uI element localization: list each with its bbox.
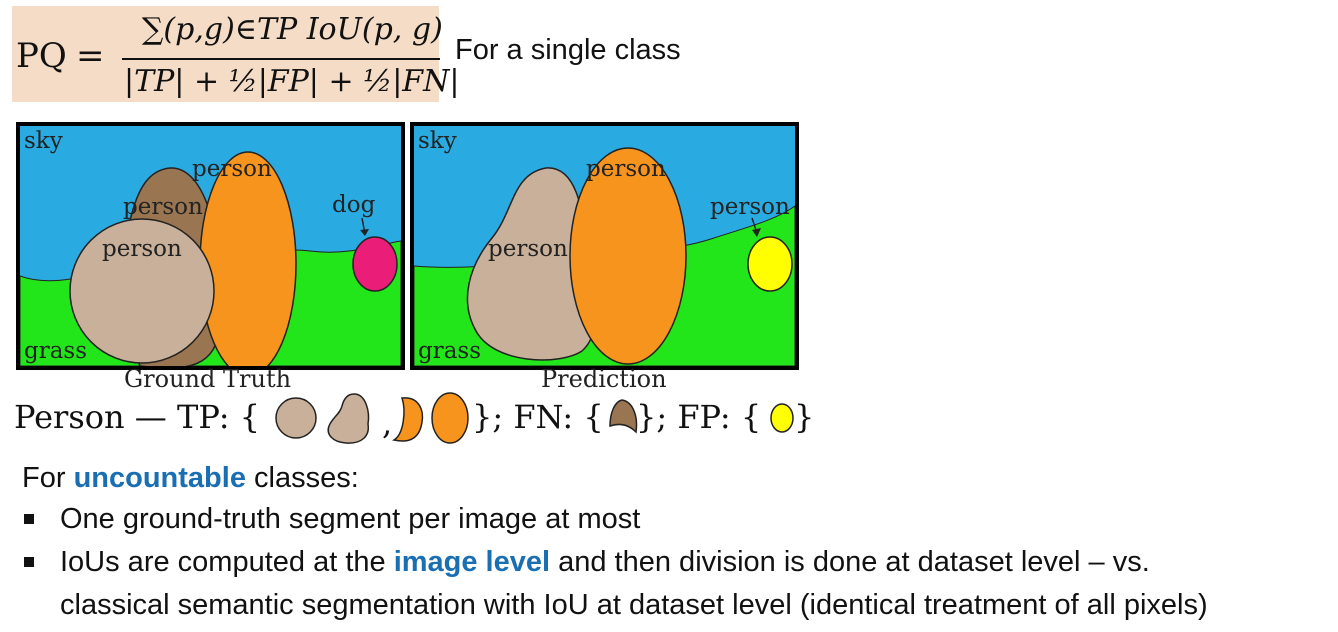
label-grass: grass xyxy=(418,338,482,364)
person-tan-segment xyxy=(69,218,215,364)
ground-truth-scene xyxy=(20,126,401,366)
bullet-1: One ground-truth segment per image at mo… xyxy=(60,503,641,535)
uncountable-heading: For uncountable classes: xyxy=(22,462,359,495)
formula-note: For a single class xyxy=(455,34,681,66)
uncountable-lead: For xyxy=(22,462,74,494)
label-person-orange: person xyxy=(192,156,272,182)
bullet-marker-2 xyxy=(24,557,34,567)
fraction-bar xyxy=(122,58,440,60)
person-orange-segment xyxy=(569,147,687,365)
bullet-2-line-2: classical semantic segmentation with IoU… xyxy=(60,589,1208,621)
person-orange-segment xyxy=(199,151,297,366)
bullet-marker-1 xyxy=(24,514,34,524)
tp-segment-icons xyxy=(275,392,469,444)
bullet-2-text-b: and then division is done at dataset lev… xyxy=(550,546,1150,578)
false-positive-person-segment xyxy=(747,236,793,292)
formula-equals: = xyxy=(76,36,105,76)
uncountable-highlight: uncountable xyxy=(73,462,246,494)
fp-end: } xyxy=(794,398,815,436)
tp-comma: , xyxy=(382,404,393,442)
formula-lhs: PQ xyxy=(16,36,67,76)
tp-gt-tan-icon xyxy=(275,397,317,439)
tp-pred-orange-icon xyxy=(431,392,469,444)
label-person-tan: person xyxy=(488,236,568,262)
label-person-tan: person xyxy=(102,236,182,262)
fn-brown-icon xyxy=(609,399,638,434)
bullet-2: IoUs are computed at the image level and… xyxy=(60,546,1150,579)
label-person-brown: person xyxy=(123,194,203,220)
formula-numerator: ∑(p,g)∈TP IoU(p, g) xyxy=(142,12,443,47)
pq-formula: PQ = ∑(p,g)∈TP IoU(p, g) |TP| + ½|FP| + … xyxy=(12,6,459,102)
prediction-caption: Prediction xyxy=(541,365,667,393)
label-sky: sky xyxy=(418,128,457,154)
label-grass: grass xyxy=(24,338,88,364)
fn-prefix: }; FN: { xyxy=(472,398,604,436)
formula-denominator: |TP| + ½|FP| + ½|FN| xyxy=(124,64,460,99)
person-tp-prefix: Person — TP: { xyxy=(14,398,261,436)
fp-prefix: }; FP: { xyxy=(636,398,762,436)
person-matching-row: Person — TP: { , }; FN: { }; FP: { } xyxy=(14,390,814,445)
label-person-orange: person xyxy=(586,156,666,182)
tp-pred-tan-icon xyxy=(327,393,370,444)
label-sky: sky xyxy=(24,128,63,154)
dog-segment xyxy=(352,236,398,292)
bullet-2-text-a: IoUs are computed at the xyxy=(60,546,394,578)
tp-gt-orange-icon xyxy=(392,397,424,442)
fp-yellow-icon xyxy=(770,403,794,433)
ground-truth-caption: Ground Truth xyxy=(124,365,292,393)
label-dog: dog xyxy=(332,192,376,218)
prediction-panel: sky person person person grass xyxy=(410,122,799,370)
prediction-scene xyxy=(414,126,795,366)
uncountable-tail: classes: xyxy=(245,462,359,494)
bullet-2-highlight: image level xyxy=(393,546,551,578)
ground-truth-panel: sky person person dog person grass xyxy=(16,122,405,370)
label-person-fp: person xyxy=(710,194,790,220)
